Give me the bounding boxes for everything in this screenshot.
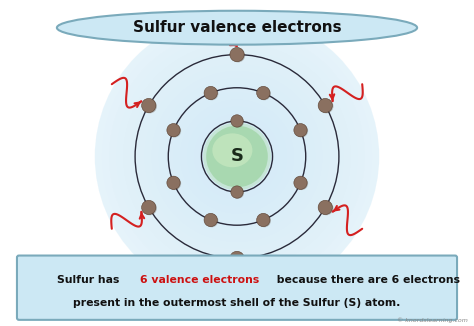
- Ellipse shape: [109, 28, 365, 285]
- Ellipse shape: [319, 201, 333, 215]
- Ellipse shape: [159, 78, 315, 235]
- Ellipse shape: [204, 213, 218, 227]
- Ellipse shape: [230, 251, 244, 265]
- Ellipse shape: [216, 135, 258, 178]
- Ellipse shape: [95, 14, 379, 299]
- Ellipse shape: [152, 71, 322, 242]
- Ellipse shape: [294, 176, 307, 189]
- Ellipse shape: [206, 126, 268, 187]
- Ellipse shape: [167, 176, 180, 189]
- Ellipse shape: [168, 124, 181, 138]
- Ellipse shape: [232, 186, 244, 199]
- Ellipse shape: [194, 114, 280, 199]
- Ellipse shape: [209, 128, 265, 185]
- Ellipse shape: [231, 48, 245, 62]
- Ellipse shape: [205, 87, 219, 100]
- Ellipse shape: [295, 124, 308, 138]
- Text: Sulfur valence electrons: Sulfur valence electrons: [133, 20, 341, 35]
- Ellipse shape: [258, 214, 271, 227]
- Ellipse shape: [203, 123, 271, 190]
- Ellipse shape: [57, 11, 417, 45]
- Ellipse shape: [143, 99, 157, 113]
- Ellipse shape: [173, 93, 301, 220]
- Ellipse shape: [230, 149, 244, 164]
- Ellipse shape: [102, 22, 372, 291]
- Text: 6 valence electrons: 6 valence electrons: [140, 275, 259, 286]
- Text: because there are 6 electrons: because there are 6 electrons: [273, 275, 460, 286]
- Ellipse shape: [232, 115, 244, 128]
- Ellipse shape: [142, 200, 156, 215]
- Ellipse shape: [167, 124, 180, 137]
- Text: present in the outermost shell of the Sulfur (S) atom.: present in the outermost shell of the Su…: [73, 298, 401, 308]
- FancyBboxPatch shape: [17, 256, 457, 320]
- Text: © knordslearning.com: © knordslearning.com: [397, 318, 468, 323]
- Ellipse shape: [143, 201, 157, 215]
- Ellipse shape: [145, 64, 329, 249]
- Ellipse shape: [231, 115, 243, 127]
- Text: S: S: [230, 147, 244, 166]
- Ellipse shape: [187, 107, 287, 206]
- Ellipse shape: [180, 100, 294, 213]
- Ellipse shape: [142, 98, 156, 113]
- Ellipse shape: [123, 43, 351, 270]
- Text: Sulfur has: Sulfur has: [57, 275, 123, 286]
- Ellipse shape: [166, 85, 308, 228]
- Ellipse shape: [231, 252, 245, 266]
- Ellipse shape: [256, 213, 270, 227]
- Ellipse shape: [258, 87, 271, 100]
- Ellipse shape: [294, 124, 307, 137]
- Ellipse shape: [318, 98, 332, 113]
- Ellipse shape: [231, 186, 243, 198]
- Ellipse shape: [201, 121, 273, 192]
- Ellipse shape: [130, 50, 344, 263]
- Ellipse shape: [212, 133, 252, 167]
- Ellipse shape: [230, 48, 244, 62]
- Ellipse shape: [205, 214, 219, 227]
- Ellipse shape: [318, 200, 332, 215]
- Ellipse shape: [95, 14, 379, 299]
- Ellipse shape: [168, 177, 181, 190]
- Ellipse shape: [319, 99, 333, 113]
- Ellipse shape: [204, 86, 218, 100]
- Ellipse shape: [223, 142, 251, 171]
- Ellipse shape: [116, 36, 358, 277]
- Ellipse shape: [295, 177, 308, 190]
- Ellipse shape: [256, 86, 270, 100]
- Ellipse shape: [137, 57, 337, 256]
